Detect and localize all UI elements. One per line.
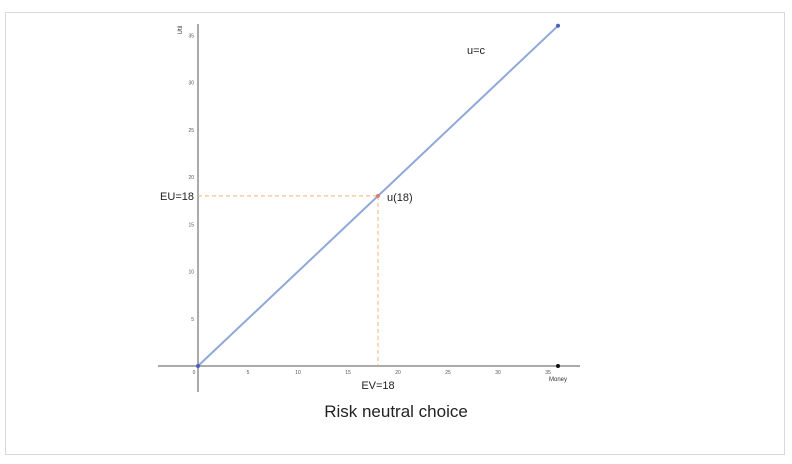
chart-axes [158, 24, 580, 392]
ev-label: EV=18 [361, 380, 394, 392]
series-label-u-c: u=c [467, 45, 486, 57]
figure-caption: Risk neutral choice [324, 402, 468, 421]
y-tick-label: 15 [188, 222, 194, 228]
x-tick-label: 35 [545, 370, 551, 376]
utility-chart: 0 5 10 15 20 25 30 35 5 10 15 20 25 30 35 Money Util u(1… [158, 23, 580, 392]
u18-point [376, 193, 380, 198]
x-tick-label: 5 [247, 370, 250, 376]
chart-guides [198, 195, 379, 366]
eu-label: EU=18 [160, 191, 194, 203]
x-tick-label: 20 [395, 370, 401, 376]
x-axis-label: Money [549, 377, 567, 383]
money-axis-end-point [556, 364, 560, 368]
x-tick-label: 15 [345, 370, 351, 376]
y-axis-label: Util [178, 26, 184, 35]
chart-labels: Money Util u(18) EU=18 EV=18 u=c [160, 26, 567, 392]
x-tick-label: 10 [295, 370, 301, 376]
line-end-point [556, 23, 560, 28]
x-tick-label: 30 [495, 370, 501, 376]
x-tick-label: 0 [193, 370, 196, 376]
y-tick-label: 20 [188, 175, 194, 181]
figure-frame [5, 12, 785, 455]
u18-label: u(18) [387, 192, 413, 204]
chart-series [196, 23, 560, 368]
y-tick-label: 25 [188, 128, 194, 134]
origin-point [196, 364, 200, 368]
x-tick-label: 25 [445, 370, 451, 376]
y-tick-label: 30 [188, 81, 194, 87]
chart-ticks: 0 5 10 15 20 25 30 35 5 10 15 20 25 30 35 [188, 33, 551, 376]
y-tick-label: 5 [191, 317, 194, 323]
y-tick-label: 10 [188, 270, 194, 276]
y-tick-label: 35 [188, 33, 194, 39]
